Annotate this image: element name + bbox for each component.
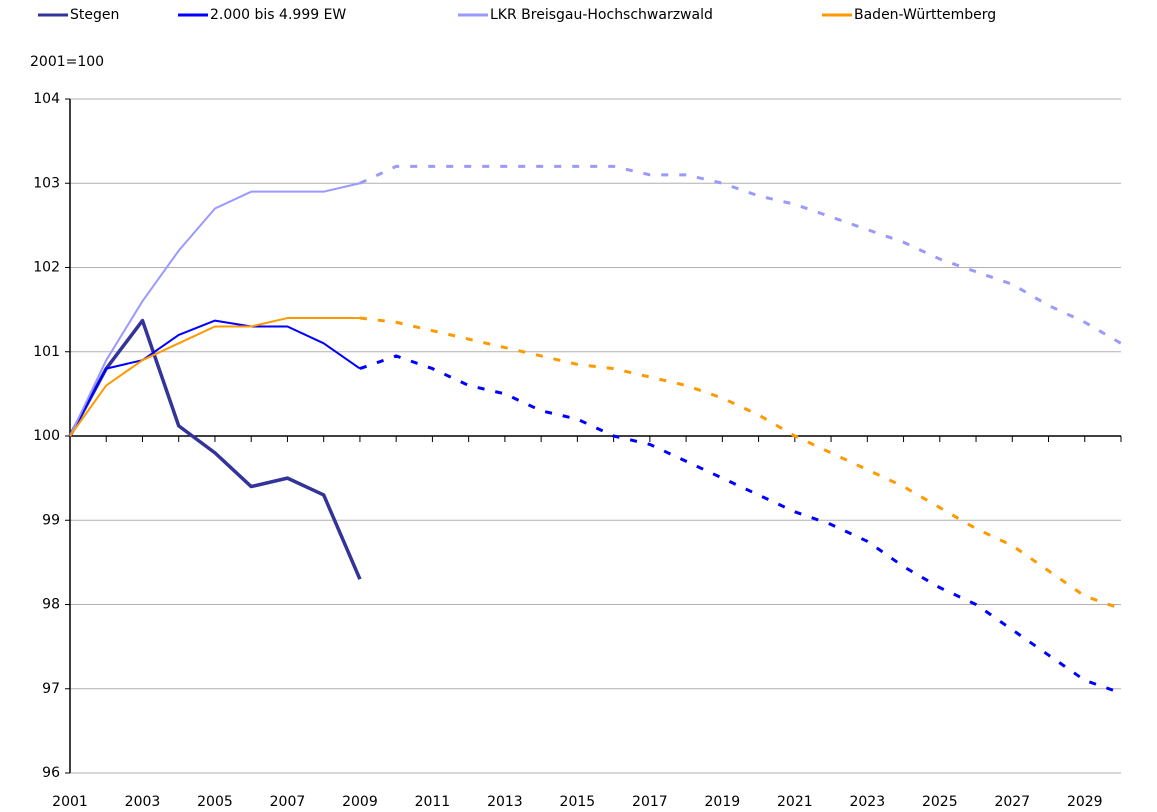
- x-tick-label: 2009: [342, 794, 378, 810]
- projection-line: [359, 164, 1122, 345]
- x-tick-label: 2013: [487, 794, 523, 810]
- x-tick-label: 2021: [777, 794, 813, 810]
- y-tick-label: 97: [42, 681, 60, 697]
- legend-label: Stegen: [70, 7, 119, 23]
- y-axis-label: 2001=100: [30, 54, 104, 70]
- x-tick-label: 2003: [125, 794, 161, 810]
- series-line: [69, 182, 361, 437]
- series-line: [69, 317, 360, 437]
- x-tick-label: 2017: [632, 794, 668, 810]
- x-tick-label: 2005: [197, 794, 233, 810]
- y-tick-label: 102: [33, 260, 60, 276]
- x-tick-label: 2029: [1067, 794, 1103, 810]
- x-tick-label: 2001: [52, 794, 88, 810]
- legend-label: Baden-Württemberg: [854, 7, 996, 23]
- x-tick-label: 2023: [849, 794, 885, 810]
- x-tick-label: 2007: [270, 794, 306, 810]
- series-line: [69, 319, 361, 437]
- y-tick-label: 96: [42, 765, 60, 781]
- y-tick-label: 100: [33, 428, 60, 444]
- x-tick-label: 2025: [922, 794, 958, 810]
- legend-label: 2.000 bis 4.999 EW: [210, 7, 346, 23]
- y-tick-label: 101: [33, 344, 60, 360]
- y-tick-label: 98: [42, 597, 60, 613]
- x-tick-label: 2027: [994, 794, 1030, 810]
- x-tick-label: 2019: [705, 794, 741, 810]
- x-tick-label: 2015: [560, 794, 596, 810]
- x-tick-label: 2011: [415, 794, 451, 810]
- y-tick-label: 104: [33, 91, 60, 107]
- legend-label: LKR Breisgau-Hochschwarzwald: [490, 7, 713, 23]
- series-line: [68, 318, 362, 580]
- y-tick-label: 99: [42, 512, 60, 528]
- projection-line: [359, 316, 1122, 611]
- y-tick-label: 103: [33, 175, 60, 191]
- projection-line: [359, 354, 1122, 695]
